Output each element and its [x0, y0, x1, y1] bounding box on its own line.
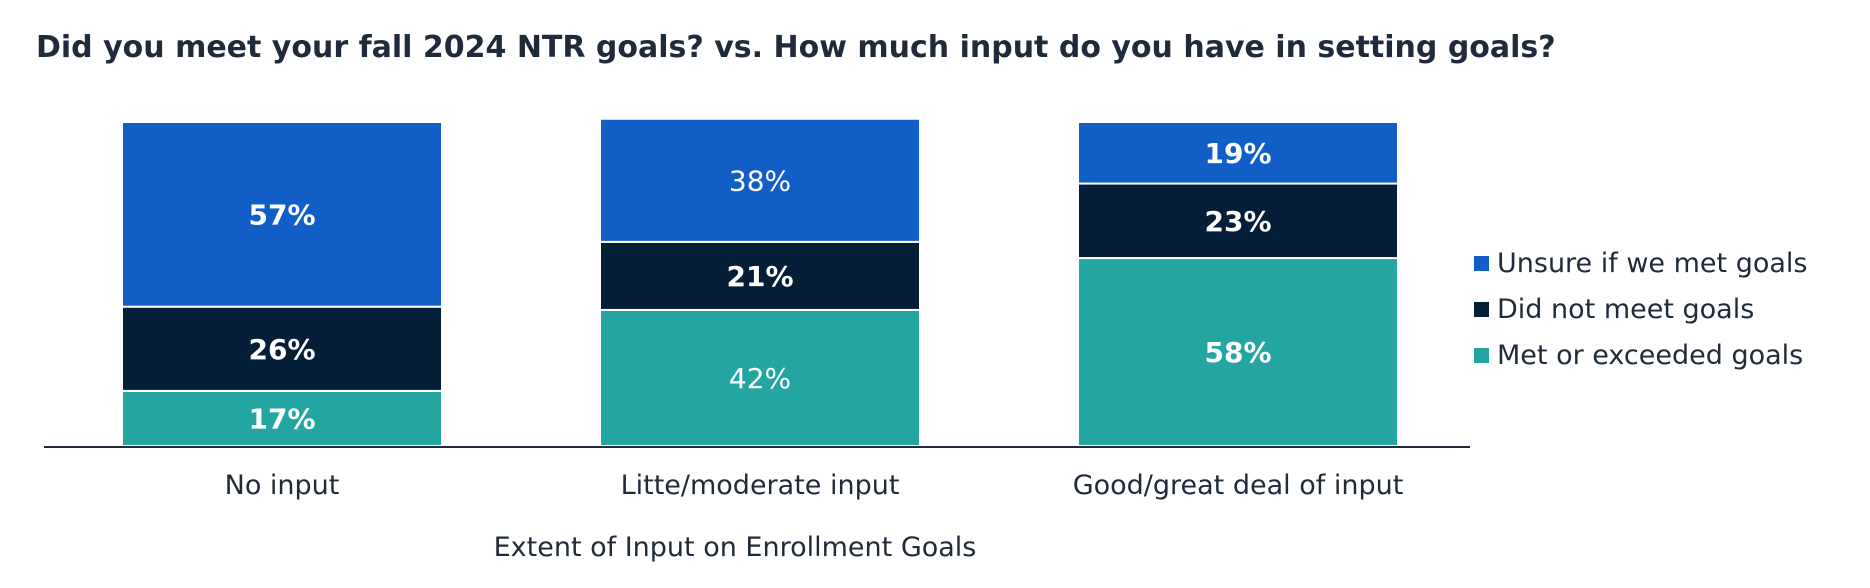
- stacked-bar-chart: 17% 26% 57% No input 42% 21% 38% Litte/moderate…: [44, 117, 1470, 501]
- bar-segment: [121, 389, 443, 448]
- legend-swatch-unsure: [1474, 255, 1489, 271]
- x-axis-title: Extent of Input on Enrollment Goals: [493, 532, 977, 563]
- legend-label-unsure: Unsure if we met goals: [1497, 247, 1808, 279]
- data-label: 19%: [1204, 137, 1271, 170]
- legend-label-did-not-meet: Did not meet goals: [1497, 293, 1755, 325]
- legend-item-met: Met or exceeded goals: [1474, 332, 1807, 378]
- data-label: 21%: [726, 260, 793, 293]
- x-tick-label: No input: [225, 470, 340, 501]
- legend-item-unsure: Unsure if we met goals: [1474, 240, 1807, 286]
- bar-segment: [599, 117, 921, 243]
- bar-segment: [1077, 257, 1399, 447]
- data-label: 58%: [1204, 336, 1271, 369]
- chart-legend: Unsure if we met goals Did not meet goal…: [1474, 240, 1807, 378]
- data-label: 38%: [729, 164, 791, 197]
- bar-segment: [1077, 182, 1399, 260]
- x-tick-label: Good/great deal of input: [1073, 470, 1404, 501]
- data-label: 17%: [248, 402, 315, 435]
- data-label: 57%: [248, 198, 315, 231]
- bar-segment: [599, 240, 921, 311]
- data-label: 42%: [729, 362, 791, 395]
- bar-segment: [121, 121, 443, 308]
- bar-segment: [1077, 121, 1399, 185]
- data-label: 23%: [1204, 205, 1271, 238]
- legend-swatch-met: [1474, 347, 1489, 363]
- legend-item-did-not-meet: Did not meet goals: [1474, 286, 1807, 332]
- chart-title: Did you meet your fall 2024 NTR goals? v…: [36, 30, 1556, 65]
- legend-swatch-did-not-meet: [1474, 301, 1489, 317]
- x-tick-label: Litte/moderate input: [621, 470, 900, 501]
- bar-segment: [599, 308, 921, 448]
- data-label: 26%: [248, 333, 315, 366]
- legend-label-met: Met or exceeded goals: [1497, 339, 1804, 371]
